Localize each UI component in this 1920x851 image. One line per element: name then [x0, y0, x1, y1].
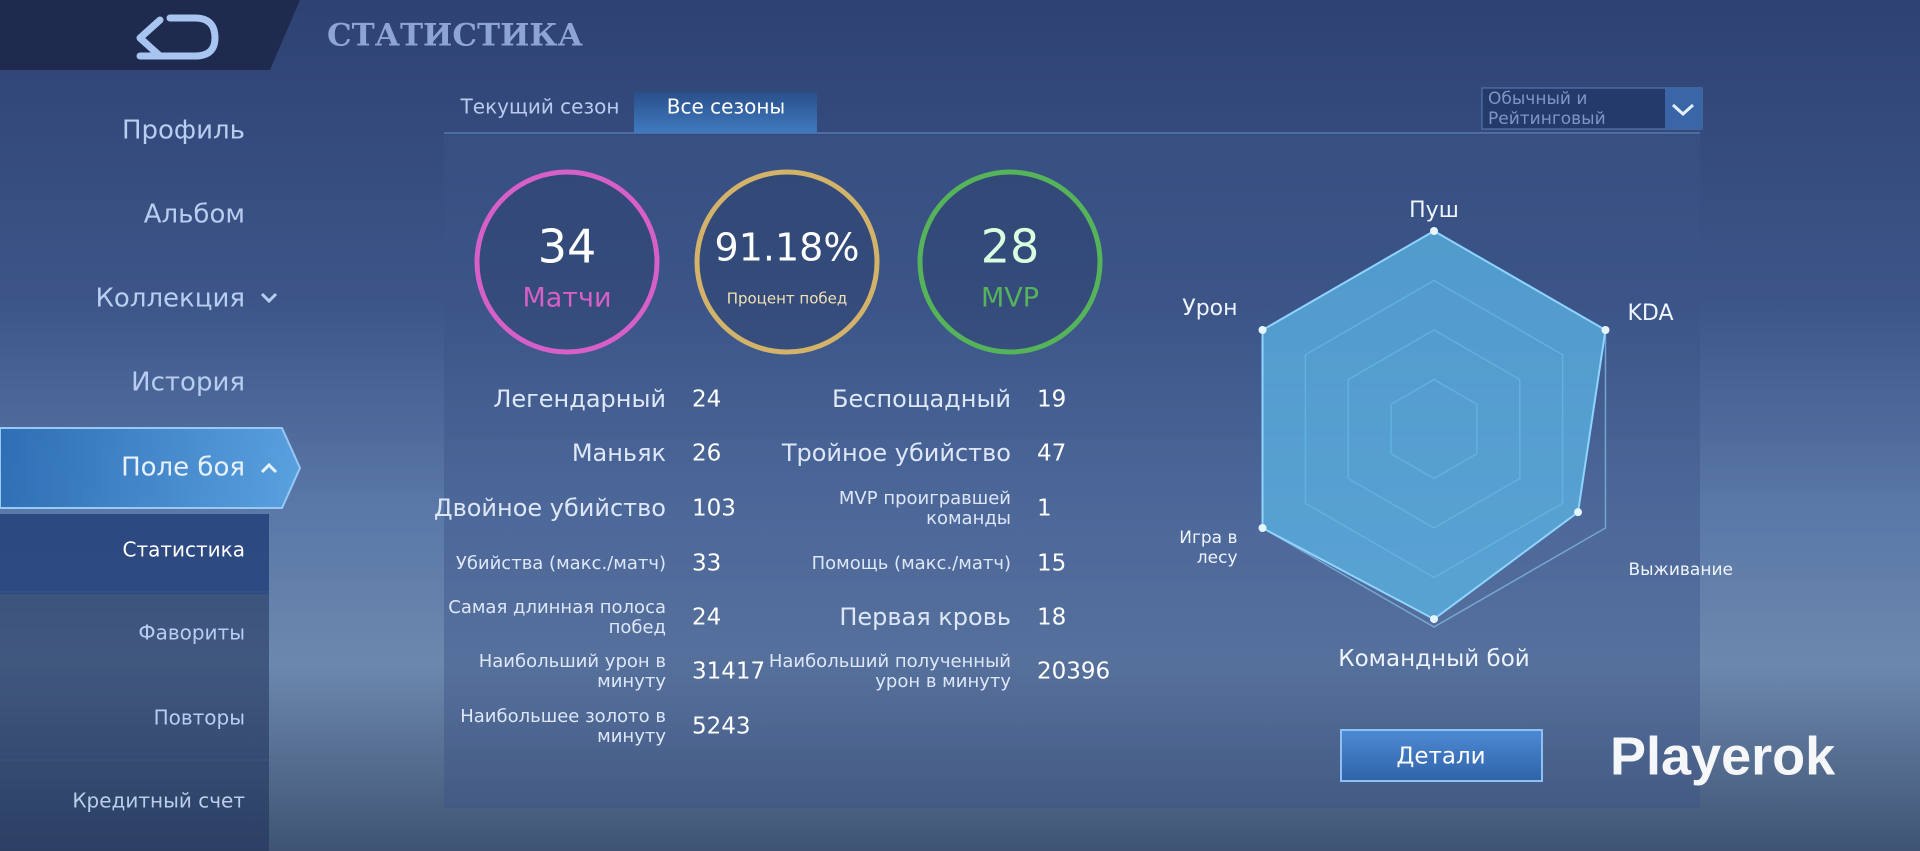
back-panel	[0, 0, 300, 70]
radar-vertex	[1430, 227, 1438, 235]
radar-axis-label: Игра в лесу	[1179, 528, 1237, 568]
sidebar-item[interactable]: Кредитный счет	[72, 789, 245, 813]
stat-label: Первая кровь	[839, 603, 1011, 631]
stat-label: Маньяк	[572, 439, 666, 467]
tab-active-bg	[634, 92, 817, 133]
radar-vertex	[1601, 326, 1610, 334]
dropdown-arrow-bg[interactable]	[1665, 88, 1702, 129]
chevron	[260, 292, 278, 304]
radar-axis-label: Выживание	[1628, 560, 1733, 580]
sidebar-active	[0, 427, 302, 509]
radar-axis-label: Урон	[1182, 296, 1237, 321]
stat-label: MVP проигравшей команды	[839, 488, 1011, 529]
sidebar-item[interactable]: Профиль	[122, 116, 245, 146]
stat-value: 47	[1037, 441, 1066, 467]
summary-ring	[917, 169, 1103, 355]
stat-label: Легендарный	[493, 385, 666, 413]
summary-label: Матчи	[522, 283, 611, 314]
sidebar-item[interactable]: Повторы	[154, 706, 245, 730]
summary-value: 34	[538, 220, 597, 274]
stat-label: Двойное убийство	[434, 494, 666, 522]
radar-vertex	[1430, 615, 1438, 624]
sidebar-sub-active	[0, 514, 269, 594]
sidebar-sub-panel	[0, 594, 269, 851]
radar-axis-label: Пуш	[1409, 198, 1459, 223]
stat-value: 20396	[1037, 659, 1110, 685]
sidebar-item[interactable]: Поле боя	[121, 453, 245, 483]
summary-label: Процент побед	[727, 290, 848, 308]
radar-axis-label: Командный бой	[1338, 646, 1529, 672]
stat-value: 31417	[692, 659, 765, 685]
stat-value: 19	[1037, 387, 1066, 413]
stat-label: Наибольший урон в минуту	[479, 651, 667, 692]
stat-value: 33	[692, 551, 721, 577]
details-button-bg[interactable]	[1340, 729, 1543, 782]
stat-label: Тройное убийство	[781, 439, 1011, 467]
summary-ring	[694, 169, 880, 355]
stat-label: Наибольший полученный урон в минуту	[769, 651, 1012, 692]
back-icon[interactable]	[136, 14, 219, 60]
stat-value: 5243	[692, 714, 751, 740]
stat-value: 103	[692, 496, 736, 522]
stat-label: Самая длинная полоса побед	[448, 597, 666, 638]
page-title: СТАТИСТИКА	[327, 18, 583, 54]
watermark: Playerok	[1610, 726, 1836, 786]
stat-value: 26	[692, 441, 721, 467]
stat-label: Наибольшее золото в минуту	[460, 706, 666, 747]
dropdown-label[interactable]: Обычный и Рейтинговый	[1488, 89, 1606, 129]
radar-vertex	[1258, 326, 1267, 334]
summary-value: 28	[981, 220, 1040, 274]
summary-ring	[474, 169, 660, 355]
dropdown-arrow[interactable]	[1671, 103, 1695, 117]
stat-value: 15	[1037, 551, 1066, 577]
chevron	[260, 462, 278, 474]
details-button[interactable]: Детали	[1396, 744, 1485, 770]
stat-label: Помощь (макс./матч)	[812, 553, 1011, 574]
stat-value: 24	[692, 387, 721, 413]
radar-axis-label: KDA	[1627, 301, 1673, 326]
sidebar-item[interactable]: Коллекция	[95, 284, 245, 314]
summary-label: MVP	[981, 283, 1039, 314]
stat-label: Беспощадный	[832, 385, 1011, 413]
radar-vertex	[1574, 508, 1583, 517]
sidebar-item[interactable]: Фавориты	[138, 621, 245, 645]
back-button[interactable]	[136, 14, 219, 60]
tab-active[interactable]: Все сезоны	[667, 95, 785, 119]
stat-value: 1	[1037, 496, 1052, 522]
tab[interactable]: Текущий сезон	[460, 95, 620, 119]
stat-value: 18	[1037, 605, 1066, 631]
radar-vertex	[1258, 524, 1267, 532]
sidebar-item[interactable]: История	[131, 368, 245, 398]
sidebar-item[interactable]: Статистика	[123, 538, 246, 562]
stat-value: 24	[692, 605, 721, 631]
stat-label: Убийства (макс./матч)	[456, 553, 666, 574]
summary-value: 91.18%	[715, 226, 860, 270]
sidebar-item[interactable]: Альбом	[144, 200, 245, 230]
